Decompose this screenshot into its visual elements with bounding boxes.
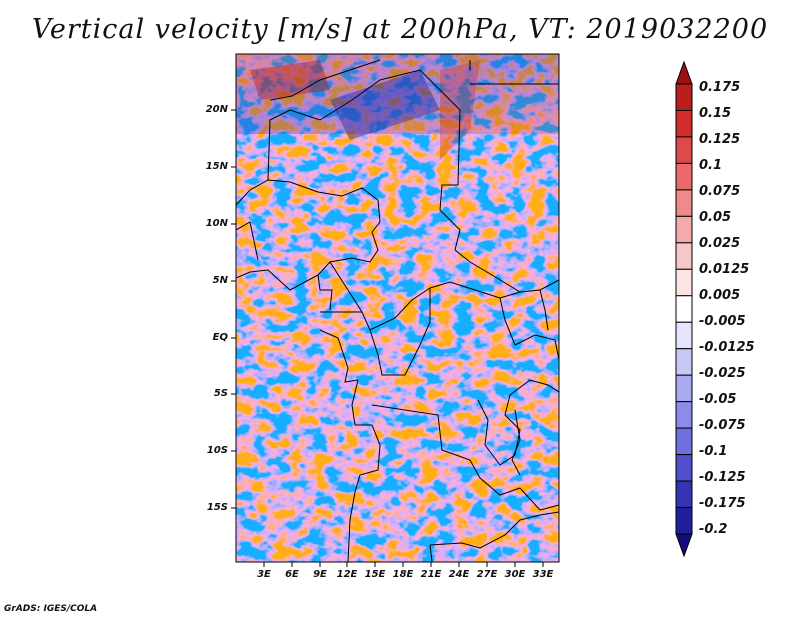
- colorbar-swatch: [675, 268, 693, 297]
- footer-credit: GrADS: IGES/COLA: [4, 604, 98, 614]
- colorbar-swatch: [675, 480, 693, 509]
- lon-ticks: [263, 562, 544, 567]
- colorbar-swatch: [675, 321, 693, 350]
- lat-label-15n: 15N: [205, 161, 228, 172]
- colorbar-label: -0.005: [699, 314, 746, 329]
- velocity-field: [236, 54, 559, 562]
- colorbar-label: 0.075: [699, 184, 741, 199]
- lon-label-33e: 33E: [532, 569, 554, 580]
- lon-label-18e: 18E: [392, 569, 414, 580]
- colorbar-swatch: [675, 109, 693, 138]
- colorbar: [675, 60, 693, 558]
- colorbar-label: -0.025: [699, 366, 746, 381]
- colorbar-swatch: [675, 83, 693, 111]
- map-frame: [235, 53, 560, 563]
- colorbar-label: 0.025: [699, 236, 741, 251]
- country-boundaries: [236, 59, 559, 562]
- colorbar-label: 0.15: [699, 106, 732, 121]
- colorbar-label: 0.175: [699, 80, 741, 95]
- lat-label-5s: 5S: [213, 388, 228, 399]
- page-title: Vertical velocity [m/s] at 200hPa, VT: 2…: [31, 14, 769, 45]
- lon-label-21e: 21E: [420, 569, 442, 580]
- lon-label-12e: 12E: [336, 569, 358, 580]
- colorbar-label: 0.125: [699, 132, 741, 147]
- colorbar-swatch: [675, 401, 693, 429]
- colorbar-label: -0.1: [699, 444, 728, 459]
- lat-label-10n: 10N: [205, 218, 228, 229]
- colorbar-label: 0.005: [699, 288, 741, 303]
- colorbar-swatch: [675, 295, 693, 323]
- lon-label-30e: 30E: [504, 569, 526, 580]
- lat-ticks: [231, 109, 236, 509]
- lon-label-24e: 24E: [448, 569, 470, 580]
- colorbar-swatch: [675, 242, 693, 270]
- colorbar-swatch: [675, 507, 693, 535]
- colorbar-swatch: [675, 162, 693, 191]
- lon-label-3e: 3E: [257, 569, 271, 580]
- lon-label-27e: 27E: [476, 569, 498, 580]
- colorbar-swatch: [675, 189, 693, 217]
- lon-label-9e: 9E: [313, 569, 327, 580]
- colorbar-label: 0.0125: [699, 262, 750, 277]
- colorbar-label: -0.2: [699, 522, 728, 537]
- colorbar-swatch: [675, 136, 693, 164]
- colorbar-label: -0.075: [699, 418, 746, 433]
- colorbar-swatch: [675, 348, 693, 376]
- colorbar-swatch: [675, 374, 693, 403]
- colorbar-swatch: [675, 454, 693, 482]
- colorbar-label: 0.1: [699, 158, 723, 173]
- colorbar-label: -0.0125: [699, 340, 755, 355]
- lon-label-15e: 15E: [364, 569, 386, 580]
- colorbar-label: 0.05: [699, 210, 732, 225]
- colorbar-swatch: [675, 427, 693, 456]
- colorbar-swatch: [675, 533, 693, 558]
- colorbar-label: -0.175: [699, 496, 746, 511]
- lat-label-5n: 5N: [212, 275, 228, 286]
- lat-label-15s: 15S: [206, 502, 228, 513]
- colorbar-swatch: [675, 60, 693, 85]
- lat-label-eq: EQ: [212, 332, 228, 343]
- lat-label-10s: 10S: [206, 445, 228, 456]
- lat-label-20n: 20N: [205, 104, 228, 115]
- colorbar-label: -0.05: [699, 392, 737, 407]
- lon-label-6e: 6E: [285, 569, 299, 580]
- colorbar-swatch: [675, 215, 693, 244]
- colorbar-label: -0.125: [699, 470, 746, 485]
